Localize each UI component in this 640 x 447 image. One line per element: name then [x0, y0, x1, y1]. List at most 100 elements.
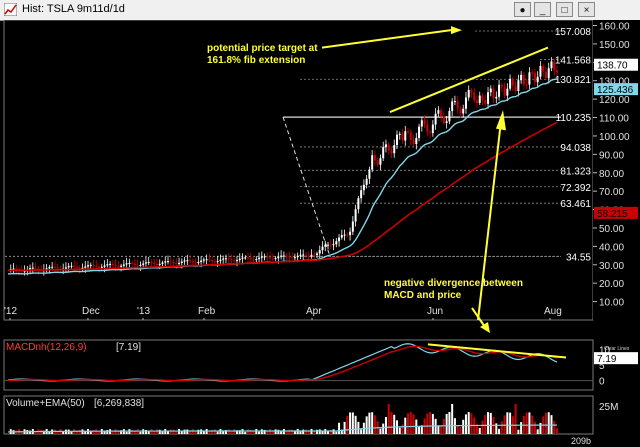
candle-body [150, 262, 153, 264]
candle-body [73, 265, 76, 267]
y-tick-label: 40.00 [599, 242, 624, 253]
volume-bar [158, 429, 161, 434]
candle-body [313, 254, 316, 256]
candle-body [167, 261, 170, 263]
candle-body [125, 263, 128, 265]
volume-bar [437, 425, 440, 434]
volume-bar [440, 426, 443, 434]
candle-body [67, 266, 70, 268]
candle-body [222, 258, 225, 260]
candle-body [431, 124, 434, 134]
candle-body [448, 110, 451, 122]
annotation-target-line2: 161.8% fib extension [207, 55, 305, 66]
maximize-button[interactable]: □ [556, 2, 573, 17]
price-panel: 10.0020.0030.0040.0050.0060.0070.0080.00… [3, 20, 640, 333]
candle-body [528, 72, 531, 85]
volume-bar [62, 431, 65, 434]
volume-bar [274, 429, 277, 434]
volume-bar [117, 430, 120, 434]
volume-bar [147, 430, 150, 434]
candle-body [481, 95, 484, 100]
candle-body [175, 263, 178, 265]
candle-body [467, 89, 470, 98]
volume-bar [70, 431, 73, 434]
candle-body [103, 265, 106, 267]
volume-bar [520, 422, 523, 434]
candle-body [92, 264, 95, 266]
candle-body [269, 257, 272, 259]
candle-body [354, 209, 357, 222]
x-tick-label: Dec [82, 306, 100, 317]
candle-body [45, 268, 48, 270]
annotation-divergence-line1: negative divergence between [384, 278, 523, 289]
volume-bar [252, 430, 255, 434]
candle-body [87, 265, 90, 267]
candle-body [291, 257, 294, 259]
chart-app-icon [4, 3, 17, 16]
candle-body [547, 68, 550, 79]
ma-slow-flag: 58.215 [597, 209, 628, 220]
volume-bar [556, 428, 558, 434]
volume-bar [131, 430, 134, 434]
volume-bar [249, 430, 252, 434]
fib-level-label: 34.55 [566, 252, 591, 263]
volume-bar [368, 412, 371, 434]
volume-bar [525, 412, 528, 434]
minimize-button[interactable]: _ [534, 2, 551, 17]
volume-bar [244, 431, 247, 434]
volume-bar [266, 430, 269, 434]
clear-lines-button[interactable]: Clear Lines [604, 346, 630, 352]
y-tick-label: 110.00 [599, 114, 629, 125]
volume-bar [382, 423, 385, 434]
macd-panel: 10 5 0 MACDnh(12,26,9) [7.19] 7.19 [3, 339, 638, 391]
fib-level-label: 110.235 [556, 113, 592, 124]
candle-body [459, 108, 462, 114]
volume-bar [260, 429, 263, 434]
candle-body [440, 110, 443, 117]
close-button[interactable]: × [578, 2, 595, 17]
candle-body [200, 260, 203, 263]
candle-body [426, 124, 429, 132]
candle-body [293, 257, 296, 259]
volume-bar [445, 413, 448, 434]
candle-body [31, 267, 34, 269]
volume-bar [329, 429, 332, 434]
volume-bar [489, 412, 492, 434]
fib-level-label: 81.323 [560, 166, 591, 177]
candle-body [382, 147, 385, 159]
macd-y-tick-label: 0 [599, 377, 605, 388]
volume-ema-line [7, 424, 558, 433]
volume-bar [506, 412, 509, 434]
candle-body [75, 266, 78, 268]
volume-bar [390, 412, 393, 434]
volume-bar [481, 420, 484, 434]
candle-body [136, 264, 139, 266]
candle-body [189, 260, 192, 262]
candle-body [296, 255, 299, 258]
macd-title: MACDnh(12,26,9) [6, 342, 87, 353]
volume-bar [459, 427, 462, 434]
candle-body [197, 262, 200, 264]
candle-body [266, 256, 269, 258]
candle-body [70, 265, 73, 267]
candle-body [310, 254, 313, 257]
pin-button[interactable]: ● [514, 2, 531, 17]
candle-body [318, 250, 321, 254]
price-trendline [389, 46, 549, 113]
volume-bar [304, 429, 307, 434]
volume-bar [553, 420, 556, 434]
volume-bar [92, 429, 95, 434]
candle-body [183, 260, 186, 262]
candle-body [191, 261, 194, 263]
window-title: Hist: TSLA 9m11d/1d [22, 3, 125, 15]
volume-bar [332, 429, 335, 434]
candle-body [522, 74, 525, 85]
volume-bar [169, 429, 172, 434]
volume-bar [547, 412, 550, 434]
divergence-arrowhead-up [496, 110, 506, 131]
volume-y-tick-label: 25M [599, 402, 618, 413]
candle-body [368, 169, 371, 179]
candle-body [437, 110, 440, 114]
candle-body [128, 262, 131, 264]
x-tick-label: Feb [198, 306, 216, 317]
